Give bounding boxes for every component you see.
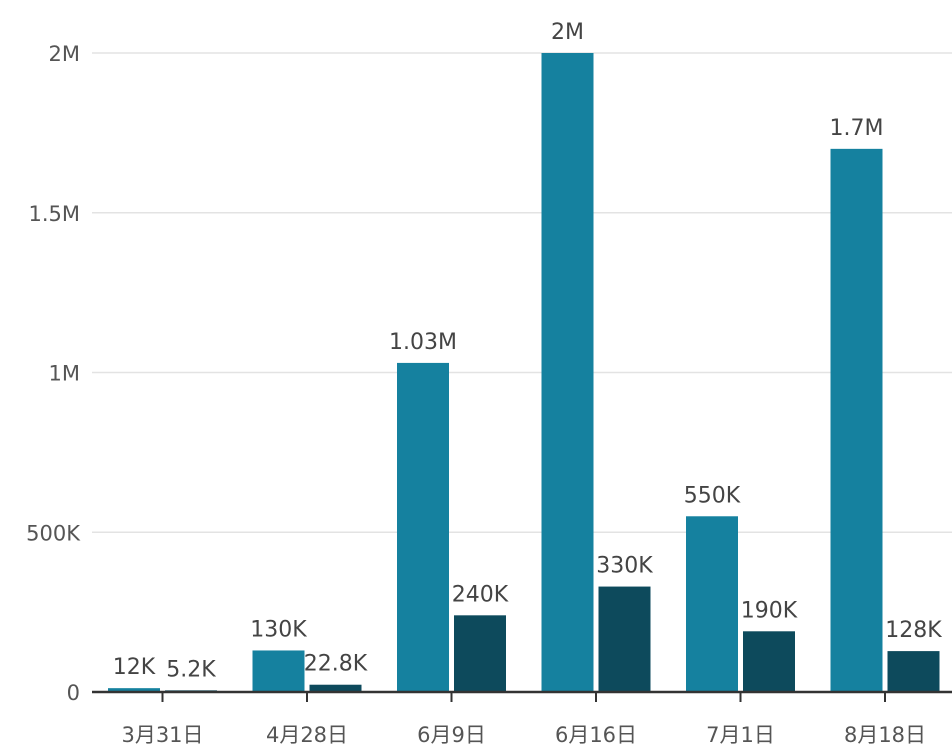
y-tick-label: 0 <box>67 681 80 705</box>
bar-series1-5 <box>830 148 883 693</box>
bar-series1-2 <box>397 362 449 692</box>
x-tick-label: 6月16日 <box>555 723 637 747</box>
data-label: 130K <box>250 617 307 642</box>
y-tick-label: 500K <box>26 521 81 545</box>
y-axis-ticks: 0 500K 1M 1.5M 2M <box>26 42 81 705</box>
x-tick-label: 3月31日 <box>121 723 203 747</box>
data-label: 12K <box>113 655 156 680</box>
data-label: 2M <box>551 20 584 45</box>
bar-series1-1 <box>252 650 305 692</box>
x-tick-label: 8月18日 <box>844 723 926 747</box>
data-label: 1.03M <box>389 330 457 355</box>
bar-series2-4 <box>743 631 795 692</box>
data-label: 1.7M <box>830 116 884 141</box>
bars <box>108 53 940 693</box>
data-label: 22.8K <box>304 652 368 677</box>
x-tick-label: 4月28日 <box>266 723 348 747</box>
x-tick-label: 6月9日 <box>417 723 486 747</box>
bar-series2-1 <box>309 684 362 692</box>
x-axis-ticks: 3月31日 4月28日 6月9日 6月16日 7月1日 8月18日 <box>121 692 926 747</box>
gridlines <box>92 52 952 533</box>
data-label: 190K <box>741 598 798 623</box>
y-tick-label: 1.5M <box>28 202 80 226</box>
data-label: 5.2K <box>166 657 216 682</box>
data-label: 550K <box>684 483 741 508</box>
data-label: 128K <box>885 618 942 643</box>
bar-series2-2 <box>454 615 506 692</box>
data-labels: 12K 5.2K 130K 22.8K 1.03M 240K 2M 330K 550K 190K 1… <box>113 20 942 682</box>
y-tick-label: 2M <box>49 42 80 66</box>
bar-series2-5 <box>887 651 940 692</box>
x-tick-label: 7月1日 <box>706 723 775 747</box>
data-label: 240K <box>452 582 509 607</box>
y-tick-label: 1M <box>49 362 80 386</box>
bar-series1-0 <box>108 688 160 692</box>
bar-series1-4 <box>686 516 738 692</box>
bar-series2-3 <box>598 586 651 692</box>
bar-series1-3 <box>541 53 594 692</box>
data-label: 330K <box>596 554 653 579</box>
